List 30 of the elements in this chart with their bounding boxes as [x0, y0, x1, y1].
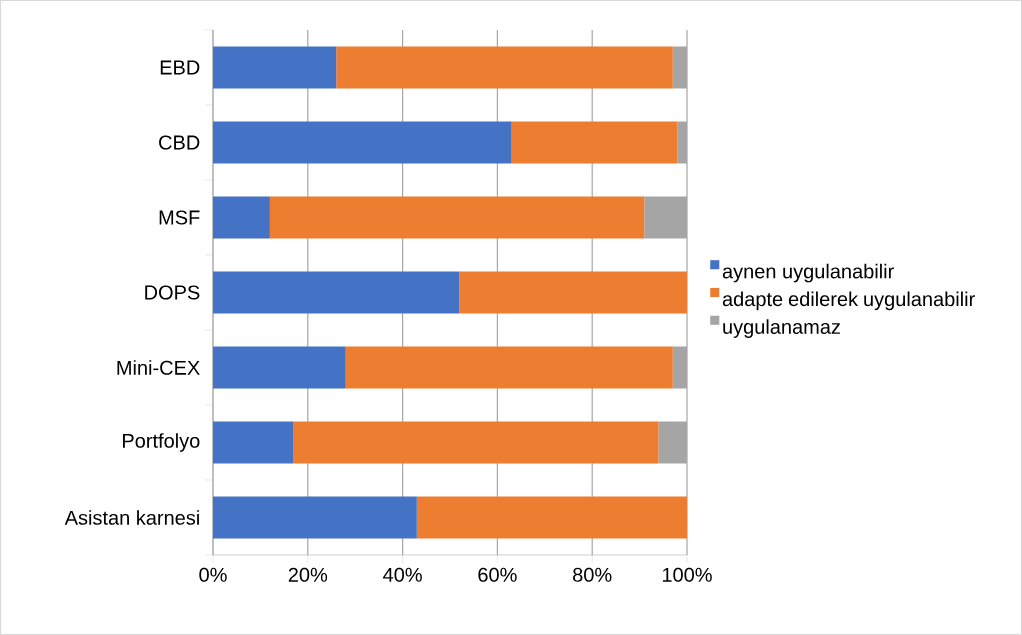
- y-tick-label: DOPS: [145, 285, 200, 300]
- legend-label: aynen uygulanabilir: [722, 263, 894, 283]
- y-tick-label: Asistan karnesi: [64, 510, 199, 525]
- bar: [459, 271, 687, 314]
- y-tick-label: Mini-CEX: [117, 360, 200, 375]
- bar: [213, 121, 512, 164]
- bar: [213, 496, 417, 539]
- bar: [213, 346, 346, 389]
- bar: [213, 46, 337, 89]
- x-tick-label: 40%: [383, 567, 422, 582]
- bar: [416, 496, 687, 539]
- legend-label: adapte edilerek uygulanabilir: [722, 291, 975, 311]
- bar: [345, 346, 673, 389]
- bar: [511, 121, 678, 164]
- bar: [213, 196, 270, 239]
- y-tick-label: MSF: [159, 210, 200, 225]
- bar: [293, 421, 659, 464]
- y-tick-label: CBD: [159, 135, 200, 150]
- y-tick-label: Portfolyo: [123, 433, 200, 452]
- bar: [213, 271, 460, 314]
- bar: [336, 46, 673, 89]
- x-tick-label: 80%: [573, 567, 612, 582]
- bar: [269, 196, 645, 239]
- legend-label: uygulanamaz: [723, 319, 840, 338]
- x-tick-label: 0%: [199, 567, 227, 582]
- x-tick-label: 20%: [288, 567, 328, 582]
- y-tick-label: EBD: [160, 60, 200, 75]
- x-tick-label: 60%: [478, 567, 517, 582]
- bar: [213, 421, 294, 464]
- x-tick-label: 100%: [662, 567, 712, 582]
